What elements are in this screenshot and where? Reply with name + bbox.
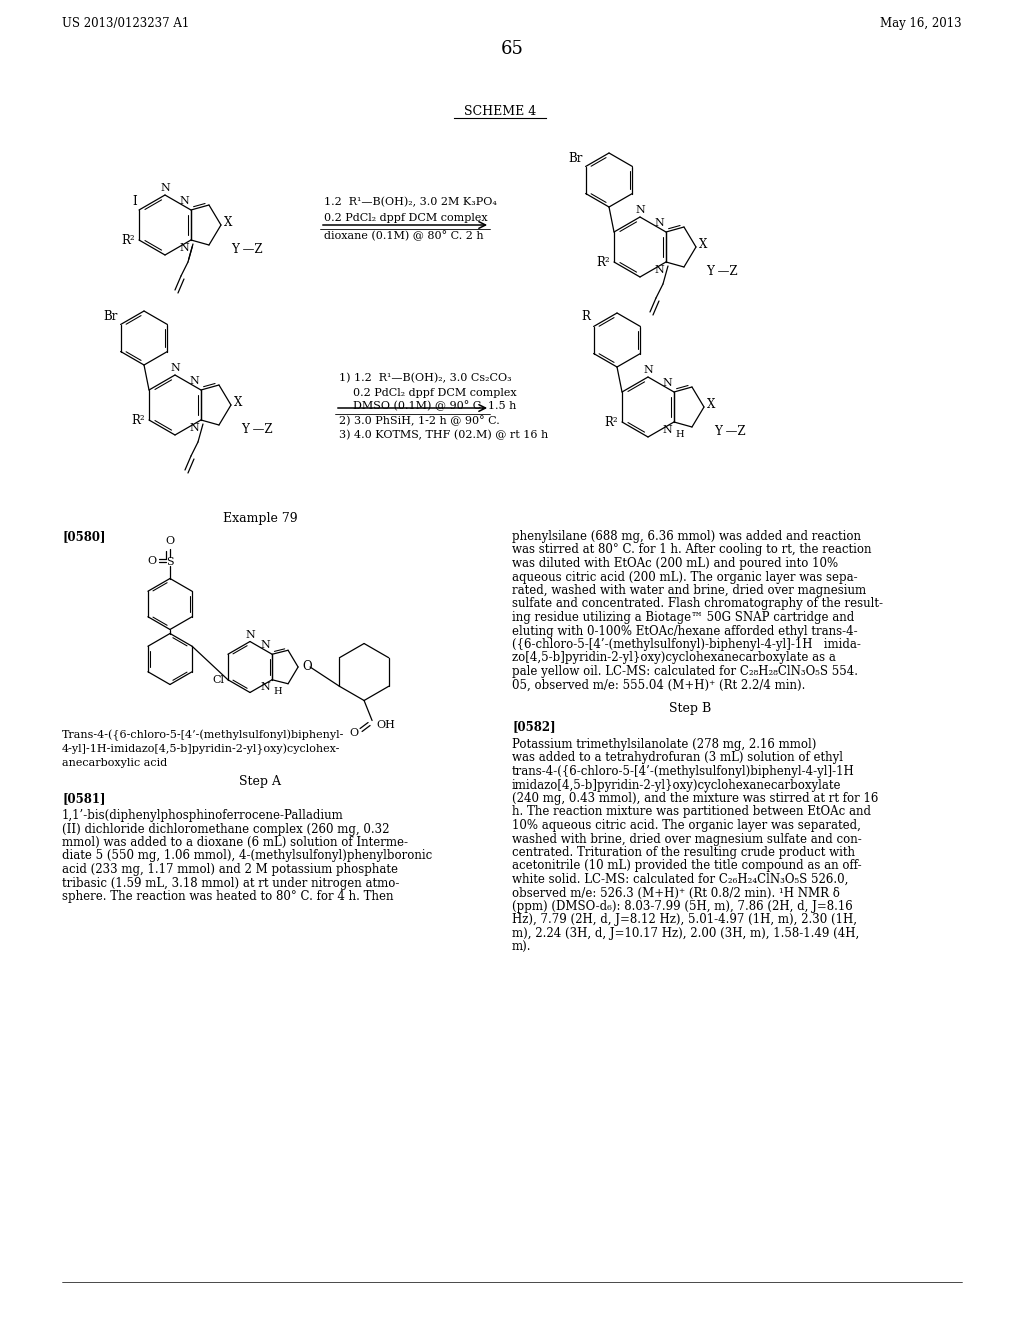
Text: R²: R²	[596, 256, 610, 268]
Text: X: X	[233, 396, 243, 409]
Text: SCHEME 4: SCHEME 4	[464, 106, 537, 117]
Text: O: O	[166, 536, 174, 546]
Text: N: N	[635, 205, 645, 215]
Text: dioxane (0.1M) @ 80° C. 2 h: dioxane (0.1M) @ 80° C. 2 h	[324, 231, 483, 242]
Text: H: H	[273, 686, 282, 696]
Text: acetonitrile (10 mL) provided the title compound as an off-: acetonitrile (10 mL) provided the title …	[512, 859, 861, 873]
Text: ({6-chloro-5-[4’-(methylsulfonyl)-biphenyl-4-yl]-1H   imida-: ({6-chloro-5-[4’-(methylsulfonyl)-biphen…	[512, 638, 861, 651]
Text: X: X	[224, 216, 232, 230]
Text: [0580]: [0580]	[62, 531, 105, 543]
Text: Cl: Cl	[212, 675, 224, 685]
Text: N: N	[654, 265, 664, 275]
Text: pale yellow oil. LC-MS: calculated for C₂₈H₂₈ClN₃O₅S 554.: pale yellow oil. LC-MS: calculated for C…	[512, 665, 858, 678]
Text: N: N	[160, 183, 170, 193]
Text: X: X	[699, 239, 708, 252]
Text: (ppm) (DMSO-d₆): 8.03-7.99 (5H, m), 7.86 (2H, d, J=8.16: (ppm) (DMSO-d₆): 8.03-7.99 (5H, m), 7.86…	[512, 900, 853, 913]
Text: Y —Z: Y —Z	[714, 425, 745, 438]
Text: 1) 1.2  R¹—B(OH)₂, 3.0 Cs₂CO₃: 1) 1.2 R¹—B(OH)₂, 3.0 Cs₂CO₃	[339, 372, 512, 383]
Text: O: O	[302, 660, 311, 673]
Text: Step A: Step A	[239, 775, 281, 788]
Text: 2) 3.0 PhSiH, 1-2 h @ 90° C.: 2) 3.0 PhSiH, 1-2 h @ 90° C.	[339, 416, 500, 426]
Text: aqueous citric acid (200 mL). The organic layer was sepa-: aqueous citric acid (200 mL). The organi…	[512, 570, 858, 583]
Text: [0582]: [0582]	[512, 719, 556, 733]
Text: 0.2 PdCl₂ dppf DCM complex: 0.2 PdCl₂ dppf DCM complex	[324, 213, 487, 223]
Text: Example 79: Example 79	[222, 512, 297, 525]
Text: N: N	[260, 640, 270, 651]
Text: N: N	[245, 630, 255, 639]
Text: 0.2 PdCl₂ dppf DCM complex: 0.2 PdCl₂ dppf DCM complex	[353, 388, 517, 399]
Text: [0581]: [0581]	[62, 792, 105, 805]
Text: Hz), 7.79 (2H, d, J=8.12 Hz), 5.01-4.97 (1H, m), 2.30 (1H,: Hz), 7.79 (2H, d, J=8.12 Hz), 5.01-4.97 …	[512, 913, 857, 927]
Text: 3) 4.0 KOTMS, THF (02.M) @ rt 16 h: 3) 4.0 KOTMS, THF (02.M) @ rt 16 h	[339, 430, 548, 441]
Text: R²: R²	[604, 416, 618, 429]
Text: R: R	[582, 310, 591, 323]
Text: Y —Z: Y —Z	[231, 243, 262, 256]
Text: white solid. LC-MS: calculated for C₂₆H₂₄ClN₃O₅S 526.0,: white solid. LC-MS: calculated for C₂₆H₂…	[512, 873, 848, 886]
Text: trans-4-({6-chloro-5-[4’-(methylsulfonyl)biphenyl-4-yl]-1H: trans-4-({6-chloro-5-[4’-(methylsulfonyl…	[512, 766, 855, 777]
Text: m).: m).	[512, 940, 531, 953]
Text: was diluted with EtOAc (200 mL) and poured into 10%: was diluted with EtOAc (200 mL) and pour…	[512, 557, 838, 570]
Text: centrated. Trituration of the resulting crude product with: centrated. Trituration of the resulting …	[512, 846, 855, 859]
Text: Y —Z: Y —Z	[706, 265, 737, 279]
Text: N: N	[663, 378, 672, 388]
Text: O: O	[146, 556, 156, 566]
Text: zo[4,5-b]pyridin-2-yl}oxy)cyclohexanecarboxylate as a: zo[4,5-b]pyridin-2-yl}oxy)cyclohexanecar…	[512, 652, 836, 664]
Text: acid (233 mg, 1.17 mmol) and 2 M potassium phosphate: acid (233 mg, 1.17 mmol) and 2 M potassi…	[62, 863, 398, 876]
Text: rated, washed with water and brine, dried over magnesium: rated, washed with water and brine, drie…	[512, 583, 866, 597]
Text: sulfate and concentrated. Flash chromatography of the result-: sulfate and concentrated. Flash chromato…	[512, 598, 883, 610]
Text: DMSO (0.1M) @ 90° C. 1.5 h: DMSO (0.1M) @ 90° C. 1.5 h	[353, 400, 516, 411]
Text: 05, observed m/e: 555.04 (M+H)⁺ (Rt 2.2/4 min).: 05, observed m/e: 555.04 (M+H)⁺ (Rt 2.2/…	[512, 678, 805, 692]
Text: Trans-4-({6-chloro-5-[4’-(methylsulfonyl)biphenyl-: Trans-4-({6-chloro-5-[4’-(methylsulfonyl…	[62, 730, 344, 742]
Text: 1.2  R¹—B(OH)₂, 3.0 2M K₃PO₄: 1.2 R¹—B(OH)₂, 3.0 2M K₃PO₄	[324, 197, 497, 207]
Text: washed with brine, dried over magnesium sulfate and con-: washed with brine, dried over magnesium …	[512, 833, 862, 846]
Text: 65: 65	[501, 40, 523, 58]
Text: N: N	[179, 195, 189, 206]
Text: eluting with 0-100% EtOAc/hexane afforded ethyl trans-4-: eluting with 0-100% EtOAc/hexane afforde…	[512, 624, 858, 638]
Text: 10% aqueous citric acid. The organic layer was separated,: 10% aqueous citric acid. The organic lay…	[512, 818, 861, 832]
Text: I: I	[132, 195, 137, 209]
Text: h. The reaction mixture was partitioned between EtOAc and: h. The reaction mixture was partitioned …	[512, 805, 871, 818]
Text: X: X	[707, 399, 716, 412]
Text: US 2013/0123237 A1: US 2013/0123237 A1	[62, 17, 189, 30]
Text: diate 5 (550 mg, 1.06 mmol), 4-(methylsulfonyl)phenylboronic: diate 5 (550 mg, 1.06 mmol), 4-(methylsu…	[62, 850, 432, 862]
Text: 1,1’-bis(diphenylphosphinoferrocene-Palladium: 1,1’-bis(diphenylphosphinoferrocene-Pall…	[62, 809, 344, 822]
Text: imidazo[4,5-b]pyridin-2-yl}oxy)cyclohexanecarboxylate: imidazo[4,5-b]pyridin-2-yl}oxy)cyclohexa…	[512, 779, 842, 792]
Text: N: N	[643, 366, 653, 375]
Text: May 16, 2013: May 16, 2013	[881, 17, 962, 30]
Text: R²: R²	[131, 413, 145, 426]
Text: N: N	[189, 376, 199, 385]
Text: sphere. The reaction was heated to 80° C. for 4 h. Then: sphere. The reaction was heated to 80° C…	[62, 890, 393, 903]
Text: N: N	[663, 425, 672, 436]
Text: (II) dichloride dichloromethane complex (260 mg, 0.32: (II) dichloride dichloromethane complex …	[62, 822, 389, 836]
Text: R²: R²	[122, 234, 135, 247]
Text: O: O	[349, 729, 358, 738]
Text: was stirred at 80° C. for 1 h. After cooling to rt, the reaction: was stirred at 80° C. for 1 h. After coo…	[512, 544, 871, 557]
Text: OH: OH	[376, 721, 395, 730]
Text: N: N	[170, 363, 180, 374]
Text: ing residue utilizing a Biotage™ 50G SNAP cartridge and: ing residue utilizing a Biotage™ 50G SNA…	[512, 611, 854, 624]
Text: Br: Br	[568, 152, 583, 165]
Text: N: N	[179, 243, 189, 253]
Text: Potassium trimethylsilanolate (278 mg, 2.16 mmol): Potassium trimethylsilanolate (278 mg, 2…	[512, 738, 816, 751]
Text: m), 2.24 (3H, d, J=10.17 Hz), 2.00 (3H, m), 1.58-1.49 (4H,: m), 2.24 (3H, d, J=10.17 Hz), 2.00 (3H, …	[512, 927, 859, 940]
Text: Step B: Step B	[669, 702, 711, 715]
Text: tribasic (1.59 mL, 3.18 mmol) at rt under nitrogen atmo-: tribasic (1.59 mL, 3.18 mmol) at rt unde…	[62, 876, 399, 890]
Text: (240 mg, 0.43 mmol), and the mixture was stirred at rt for 16: (240 mg, 0.43 mmol), and the mixture was…	[512, 792, 879, 805]
Text: anecarboxylic acid: anecarboxylic acid	[62, 758, 167, 768]
Text: phenylsilane (688 mg, 6.36 mmol) was added and reaction: phenylsilane (688 mg, 6.36 mmol) was add…	[512, 531, 861, 543]
Text: H: H	[675, 430, 684, 440]
Text: mmol) was added to a dioxane (6 mL) solution of Interme-: mmol) was added to a dioxane (6 mL) solu…	[62, 836, 408, 849]
Text: Y —Z: Y —Z	[241, 422, 272, 436]
Text: observed m/e: 526.3 (M+H)⁺ (Rt 0.8/2 min). ¹H NMR δ: observed m/e: 526.3 (M+H)⁺ (Rt 0.8/2 min…	[512, 887, 840, 899]
Text: was added to a tetrahydrofuran (3 mL) solution of ethyl: was added to a tetrahydrofuran (3 mL) so…	[512, 751, 843, 764]
Text: Br: Br	[103, 309, 118, 322]
Text: 4-yl]-1H-imidazo[4,5-b]pyridin-2-yl}oxy)cyclohex-: 4-yl]-1H-imidazo[4,5-b]pyridin-2-yl}oxy)…	[62, 744, 340, 755]
Text: N: N	[654, 218, 664, 228]
Text: S: S	[166, 557, 174, 568]
Text: N: N	[260, 681, 270, 692]
Text: N: N	[189, 422, 199, 433]
